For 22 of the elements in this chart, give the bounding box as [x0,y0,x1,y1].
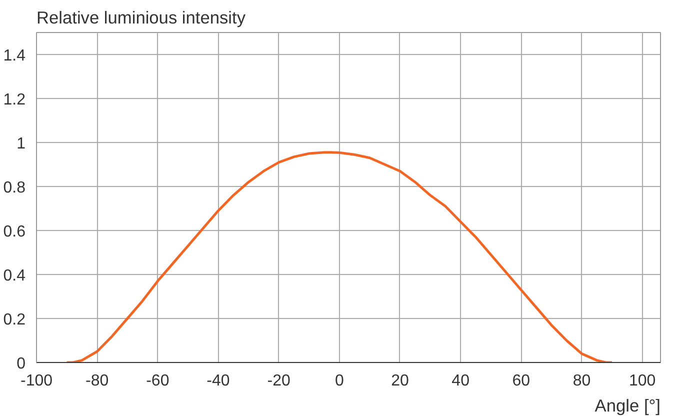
x-tick-label: 40 [452,372,470,390]
y-tick-label: 1.4 [3,48,26,64]
x-tick-label: -60 [146,372,170,390]
x-tick-label: -20 [267,372,290,390]
x-tick-label: -80 [86,372,109,390]
y-tick-label: 0.4 [3,268,26,284]
x-tick-label: -40 [206,372,230,390]
y-tick-label: 1 [16,136,26,152]
x-tick-label: 20 [391,372,409,390]
y-tick-label: 0.6 [3,224,26,240]
x-tick-label: 60 [512,372,530,390]
x-tick-label: 100 [628,372,656,390]
y-tick-label: 0 [16,356,26,372]
x-tick-label: 0 [334,372,344,390]
x-axis-title: Angle [°] [594,396,661,416]
x-tick-label: -100 [20,372,53,390]
y-axis-title: Relative luminious intensity [36,8,246,28]
line-series [66,151,614,362]
y-tick-label: 1.2 [3,92,26,108]
x-tick-label: 80 [572,372,591,390]
y-tick-label: 0.8 [3,180,26,196]
y-tick-label: 0.2 [3,312,26,328]
